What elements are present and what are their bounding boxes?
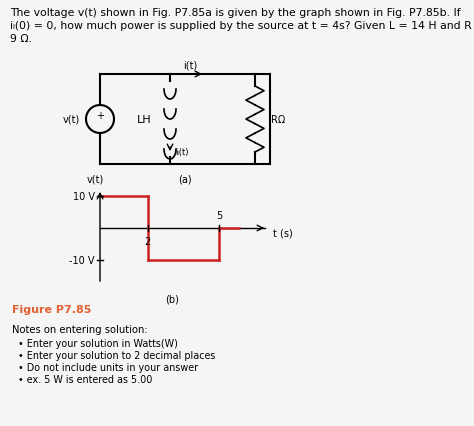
Text: 5: 5 — [216, 210, 222, 221]
Text: t (s): t (s) — [273, 228, 293, 239]
Text: -10 V: -10 V — [70, 256, 95, 266]
Text: • Do not include units in your answer: • Do not include units in your answer — [18, 362, 198, 372]
Text: • ex. 5 W is entered as 5.00: • ex. 5 W is entered as 5.00 — [18, 374, 152, 384]
Text: RΩ: RΩ — [271, 115, 285, 125]
Text: iₗ(t): iₗ(t) — [175, 147, 189, 156]
Text: v(t): v(t) — [86, 175, 104, 184]
Text: iₗ(0) = 0, how much power is supplied by the source at t = 4s? Given L = 14 H an: iₗ(0) = 0, how much power is supplied by… — [10, 21, 474, 31]
Text: Notes on entering solution:: Notes on entering solution: — [12, 324, 147, 334]
Text: • Enter your solution in Watts(W): • Enter your solution in Watts(W) — [18, 338, 178, 348]
Text: v(t): v(t) — [63, 115, 80, 125]
Text: The voltage v(t) shown in Fig. P7.85a is given by the graph shown in Fig. P7.85b: The voltage v(t) shown in Fig. P7.85a is… — [10, 8, 461, 18]
Text: LH: LH — [137, 115, 152, 125]
Text: (a): (a) — [178, 175, 192, 184]
Text: 9 Ω.: 9 Ω. — [10, 34, 32, 44]
Text: i(t): i(t) — [183, 60, 197, 70]
Text: 2: 2 — [145, 236, 151, 246]
Text: Figure P7.85: Figure P7.85 — [12, 304, 91, 314]
Text: +: + — [96, 111, 104, 121]
Text: 10 V: 10 V — [73, 191, 95, 201]
Text: (b): (b) — [165, 294, 179, 303]
Text: • Enter your solution to 2 decimal places: • Enter your solution to 2 decimal place… — [18, 350, 215, 360]
